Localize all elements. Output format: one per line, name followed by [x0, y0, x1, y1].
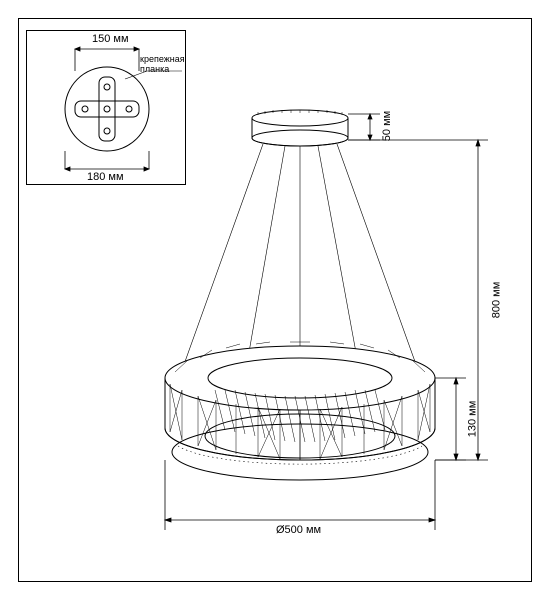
canopy-height-label: 50 мм — [381, 111, 393, 141]
ring-height-label: 130 мм — [466, 401, 478, 438]
drop-height-label: 800 мм — [490, 282, 502, 319]
main-drawing — [0, 0, 550, 600]
ring-diameter-label: Ø500 мм — [276, 524, 321, 536]
